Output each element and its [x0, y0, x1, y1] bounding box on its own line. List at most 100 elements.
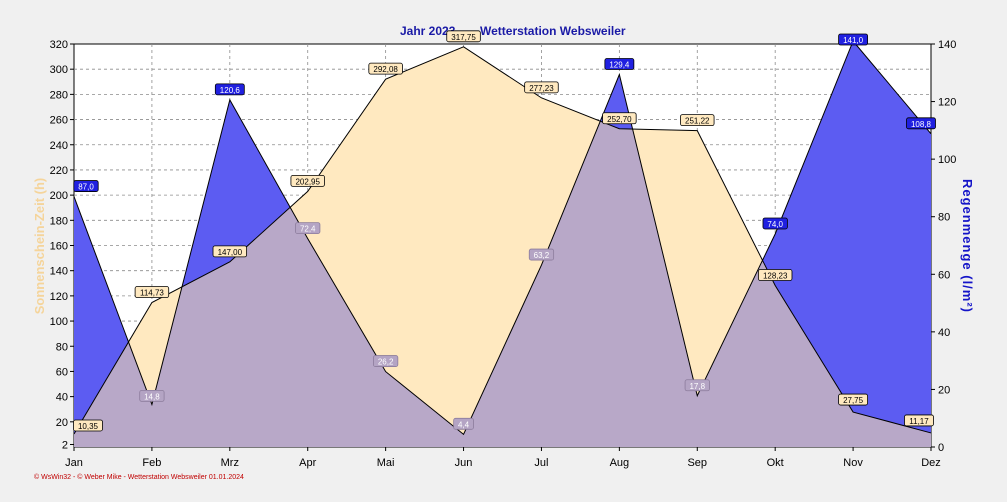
- left-tick-label: 260: [50, 115, 68, 127]
- sunshine-data-label-text: 147,00: [218, 248, 243, 257]
- rain-data-label-text: 72,4: [300, 225, 316, 234]
- sunshine-data-label-box: [838, 393, 868, 406]
- left-tick-label: 120: [50, 291, 68, 303]
- rain-data-label-box: [762, 217, 788, 230]
- left-tick-label: 40: [56, 392, 68, 404]
- sunshine-data-label-text: 252,70: [607, 115, 632, 124]
- sunshine-data-label: 252,70: [602, 112, 637, 125]
- rain-line: [73, 40, 932, 436]
- sunshine-data-label: 10,35: [73, 419, 103, 432]
- rain-data-label-text: 63,2: [534, 251, 550, 260]
- rain-data-label: 141,0: [838, 33, 868, 46]
- rain-data-label: 72,4: [295, 222, 321, 234]
- sunshine-data-label-box: [680, 114, 715, 127]
- sunshine-data-label-text: 128,23: [763, 272, 788, 281]
- sunshine-data-label-box: [368, 62, 403, 75]
- sunshine-data-label: 292,08: [368, 62, 403, 75]
- left-tick-label: 100: [50, 316, 68, 328]
- rain-data-label: 108,8: [906, 117, 936, 130]
- right-tick-label: 80: [938, 212, 950, 224]
- x-tick-label: Aug: [610, 457, 630, 469]
- sunshine-data-label-text: 317,75: [451, 33, 476, 42]
- sunshine-data-label: 27,75: [838, 393, 868, 406]
- rain-data-label-text: 4,4: [458, 420, 470, 429]
- sunshine-data-label-text: 114,73: [140, 289, 164, 298]
- sunshine-data-label-text: 277,23: [529, 84, 554, 93]
- rain-data-label-text: 87,0: [78, 183, 94, 192]
- sunshine-data-label-text: 27,75: [843, 396, 864, 405]
- sunshine-data-label-box: [73, 419, 103, 432]
- rain-data-label-box: [528, 248, 555, 261]
- rain-data-label-text: 14,8: [144, 392, 160, 401]
- right-tick-label: 0: [938, 442, 944, 454]
- left-tick-label: 80: [56, 341, 68, 353]
- rain-data-label-box: [453, 417, 474, 430]
- sunshine-data-label: 147,00: [212, 245, 248, 258]
- overlap-area: [74, 46, 931, 447]
- right-tick-label: 40: [938, 327, 950, 339]
- rain-data-label: 14,8: [139, 389, 165, 402]
- rain-data-label: 26,2: [373, 355, 399, 367]
- rain-data-label: 129,4: [604, 58, 635, 70]
- rain-data-label-box: [684, 379, 710, 392]
- sunshine-data-label: 317,75: [446, 30, 481, 43]
- sunshine-data-label: 251,22: [680, 114, 715, 127]
- y-axis-label-left: Sonnenschein-Zeit (h): [32, 178, 47, 315]
- x-tick-label: Jun: [455, 457, 473, 469]
- left-tick-label: 160: [50, 241, 68, 253]
- rain-data-label-text: 141,0: [843, 36, 864, 45]
- x-tick-label: Feb: [142, 457, 161, 469]
- left-tick-label: 200: [50, 190, 68, 202]
- left-tick-label: 300: [50, 64, 68, 76]
- sunshine-data-label-text: 292,08: [373, 65, 398, 74]
- right-tick-label: 140: [938, 39, 956, 51]
- sunshine-data-label-box: [290, 175, 325, 187]
- footer-credit: © WsWin32 - © Weber Mike - Wetterstation…: [34, 473, 244, 481]
- x-tick-label: Mrz: [221, 457, 239, 469]
- left-tick-label: 240: [50, 140, 68, 152]
- sunshine-data-label-text: 10,35: [78, 422, 99, 431]
- right-axis-ticks: 0 20 40 60 80 100 120 140: [931, 39, 956, 454]
- x-tick-label: Jul: [534, 457, 548, 469]
- rain-data-label-box: [373, 355, 399, 367]
- rain-data-label-box: [139, 389, 165, 402]
- rain-data-label: 120,6: [214, 83, 245, 96]
- rain-data-label-text: 26,2: [378, 358, 394, 367]
- sunshine-data-label-box: [446, 30, 481, 43]
- x-tick-label: Jan: [65, 457, 83, 469]
- sunshine-data-label-text: 202,95: [295, 177, 320, 186]
- rain-data-label-text: 129,4: [609, 61, 630, 70]
- left-tick-label: 140: [50, 266, 68, 278]
- rain-data-label: 4,4: [453, 417, 474, 430]
- x-tick-label: Sep: [687, 457, 707, 469]
- left-tick-label: 320: [50, 39, 68, 51]
- sunshine-data-label-text: 11,17: [909, 417, 929, 426]
- sunshine-data-label-text: 251,22: [685, 117, 710, 126]
- chart-areas: [73, 40, 932, 448]
- x-tick-label: Mai: [377, 457, 395, 469]
- sunshine-data-label: 202,95: [290, 175, 325, 187]
- x-tick-label: Okt: [767, 457, 784, 469]
- rain-data-label: 87,0: [73, 180, 99, 192]
- sunshine-data-label-box: [602, 112, 637, 125]
- x-tick-label: Apr: [299, 457, 316, 469]
- sunshine-line: [73, 46, 932, 435]
- y-axis-label-right: Regenmenge (l/m²): [960, 179, 975, 313]
- sunshine-data-label: 128,23: [757, 269, 793, 281]
- sunshine-data-label: 277,23: [524, 81, 559, 94]
- rain-data-label-box: [604, 58, 635, 70]
- left-tick-label: 180: [50, 215, 68, 227]
- chart-subtitle: Wetterstation Websweiler: [480, 24, 626, 38]
- rain-data-label-box: [838, 33, 868, 46]
- x-tick-label: Dez: [921, 457, 941, 469]
- x-tick-label: Nov: [843, 457, 863, 469]
- rain-data-label-box: [73, 180, 99, 192]
- rain-data-label-box: [214, 83, 245, 96]
- right-tick-label: 20: [938, 384, 950, 396]
- rain-data-label-text: 108,8: [911, 120, 932, 129]
- sunshine-data-label-box: [212, 245, 248, 258]
- right-tick-label: 120: [938, 97, 956, 109]
- x-axis-ticks: Jan Feb Mrz Apr Mai Jun Jul Aug Sep Okt Nov Dez: [65, 447, 941, 469]
- left-axis-ticks: 2204060801001201401601802002202402602803…: [50, 39, 74, 451]
